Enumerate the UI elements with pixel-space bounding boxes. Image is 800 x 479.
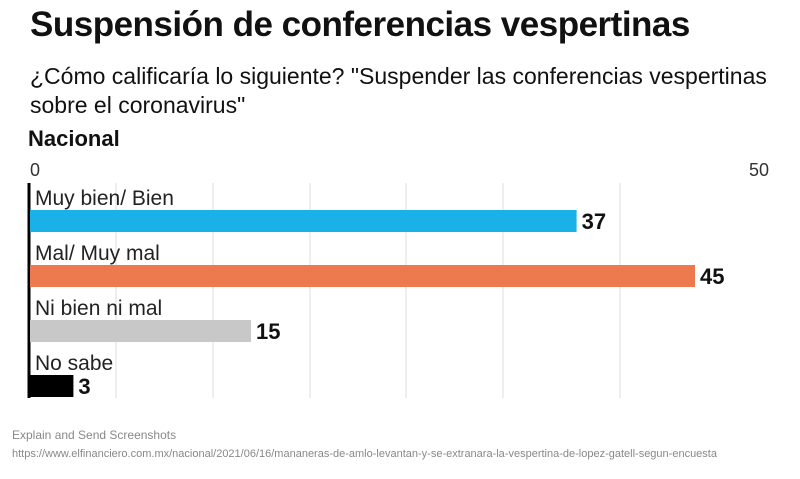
- tick-label: 50: [749, 160, 769, 180]
- chart-subtitle: ¿Cómo calificaría lo siguiente? "Suspend…: [30, 63, 767, 118]
- overlay-text: Explain and Send Screenshots: [12, 428, 177, 442]
- section-label: Nacional: [28, 126, 120, 151]
- category-label: Muy bien/ Bien: [35, 187, 174, 210]
- bar: [30, 265, 695, 287]
- category-label: Mal/ Muy mal: [35, 242, 160, 265]
- bar: [30, 320, 251, 342]
- data-label: 3: [78, 374, 90, 399]
- overlay-url: https://www.elfinanciero.com.mx/nacional…: [12, 448, 717, 460]
- data-label: 15: [256, 319, 280, 344]
- category-label: No sabe: [35, 352, 113, 375]
- category-label: Ni bien ni mal: [35, 297, 162, 320]
- data-label: 37: [582, 209, 606, 234]
- tick-label: 0: [30, 160, 40, 180]
- bar: [30, 375, 74, 397]
- bar: [30, 210, 577, 232]
- data-label: 45: [700, 264, 724, 289]
- chart-title: Suspensión de conferencias vespertinas: [30, 5, 690, 44]
